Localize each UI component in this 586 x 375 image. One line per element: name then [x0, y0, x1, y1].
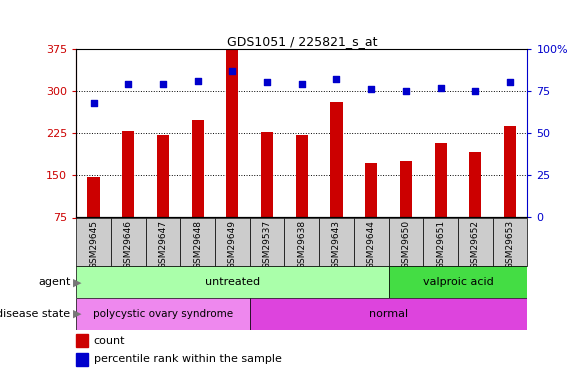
Title: GDS1051 / 225821_s_at: GDS1051 / 225821_s_at — [227, 34, 377, 48]
Point — [505, 80, 515, 86]
FancyBboxPatch shape — [423, 217, 458, 266]
FancyBboxPatch shape — [284, 217, 319, 266]
Bar — [261, 132, 273, 218]
Text: untreated: untreated — [205, 277, 260, 287]
Bar — [226, 49, 239, 217]
Bar — [331, 102, 343, 217]
FancyBboxPatch shape — [76, 217, 111, 266]
Bar — [76, 352, 88, 366]
Text: GSM29643: GSM29643 — [332, 220, 341, 269]
Point — [401, 88, 411, 94]
Text: ▶: ▶ — [73, 277, 82, 287]
Text: ▶: ▶ — [73, 309, 82, 319]
Bar — [157, 135, 169, 218]
FancyBboxPatch shape — [250, 298, 527, 330]
Bar — [296, 135, 308, 218]
Point — [366, 86, 376, 92]
Text: valproic acid: valproic acid — [423, 277, 493, 287]
Point — [436, 84, 445, 90]
FancyBboxPatch shape — [215, 217, 250, 266]
FancyBboxPatch shape — [319, 217, 354, 266]
Text: GSM29638: GSM29638 — [297, 220, 306, 269]
Text: GSM29646: GSM29646 — [124, 220, 133, 269]
Bar — [469, 152, 482, 217]
Point — [297, 81, 306, 87]
FancyBboxPatch shape — [250, 217, 284, 266]
Text: GSM29644: GSM29644 — [367, 220, 376, 269]
Text: GSM29647: GSM29647 — [158, 220, 168, 269]
Text: percentile rank within the sample: percentile rank within the sample — [94, 354, 282, 364]
Bar — [365, 163, 377, 218]
Text: GSM29651: GSM29651 — [436, 220, 445, 269]
Bar — [400, 161, 412, 218]
Bar — [76, 334, 88, 347]
FancyBboxPatch shape — [180, 217, 215, 266]
Bar — [504, 126, 516, 218]
Bar — [87, 177, 100, 218]
Point — [89, 100, 98, 106]
Text: GSM29649: GSM29649 — [228, 220, 237, 269]
Point — [228, 68, 237, 74]
FancyBboxPatch shape — [111, 217, 145, 266]
Text: polycystic ovary syndrome: polycystic ovary syndrome — [93, 309, 233, 319]
Text: GSM29650: GSM29650 — [401, 220, 410, 269]
FancyBboxPatch shape — [493, 217, 527, 266]
Text: disease state: disease state — [0, 309, 70, 319]
FancyBboxPatch shape — [76, 266, 389, 298]
Point — [158, 81, 168, 87]
FancyBboxPatch shape — [458, 217, 493, 266]
Text: GSM29537: GSM29537 — [263, 220, 271, 269]
Text: normal: normal — [369, 309, 408, 319]
Point — [263, 80, 272, 86]
FancyBboxPatch shape — [389, 217, 423, 266]
Bar — [435, 142, 447, 218]
Point — [332, 76, 341, 82]
Text: GSM29648: GSM29648 — [193, 220, 202, 269]
Text: agent: agent — [38, 277, 70, 287]
Point — [193, 78, 202, 84]
Bar — [122, 131, 134, 218]
Text: GSM29645: GSM29645 — [89, 220, 98, 269]
Point — [124, 81, 133, 87]
FancyBboxPatch shape — [145, 217, 180, 266]
Text: GSM29653: GSM29653 — [506, 220, 515, 269]
Bar — [192, 120, 204, 218]
Point — [471, 88, 480, 94]
Text: GSM29652: GSM29652 — [471, 220, 480, 269]
FancyBboxPatch shape — [76, 298, 250, 330]
FancyBboxPatch shape — [354, 217, 389, 266]
FancyBboxPatch shape — [389, 266, 527, 298]
Text: count: count — [94, 336, 125, 345]
